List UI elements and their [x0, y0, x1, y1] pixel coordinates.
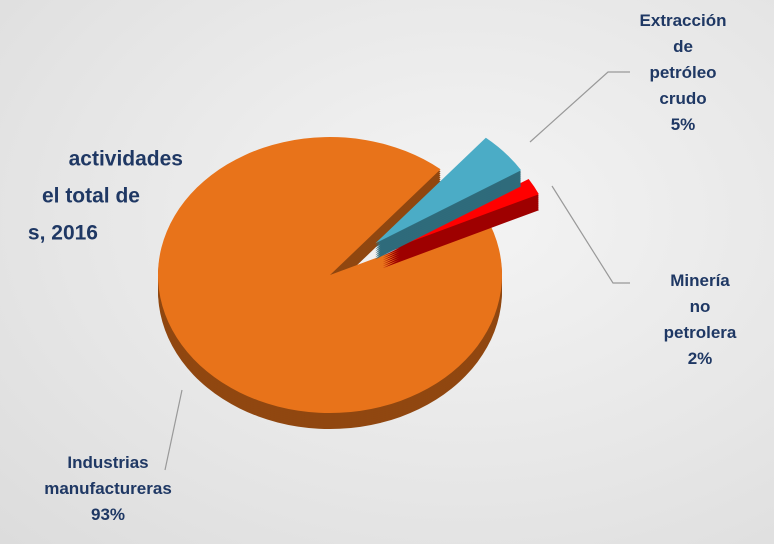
value-label: 93%: [90, 505, 126, 524]
title-line: s, 2016: [28, 222, 98, 245]
slice-label: Minería no petrolera 2%: [663, 268, 737, 372]
slice: [158, 137, 503, 414]
category-label: Extracción de petróleo crudo: [639, 11, 727, 108]
pie: [158, 137, 539, 429]
title-line: el total de: [42, 185, 140, 208]
slice-label: Extracción de petróleo crudo 5%: [638, 8, 729, 138]
leader-line: [164, 389, 183, 471]
leader-line: [529, 71, 630, 143]
value-label: 2%: [687, 349, 713, 368]
slice-label: Industrias manufactureras 93%: [44, 450, 172, 528]
title-line: actividades: [69, 148, 183, 171]
category-label: Industrias manufactureras: [44, 453, 172, 498]
category-label: Minería no petrolera: [663, 271, 737, 342]
slice: [375, 137, 522, 244]
value-label: 5%: [670, 115, 696, 134]
leader-line: [551, 185, 630, 284]
